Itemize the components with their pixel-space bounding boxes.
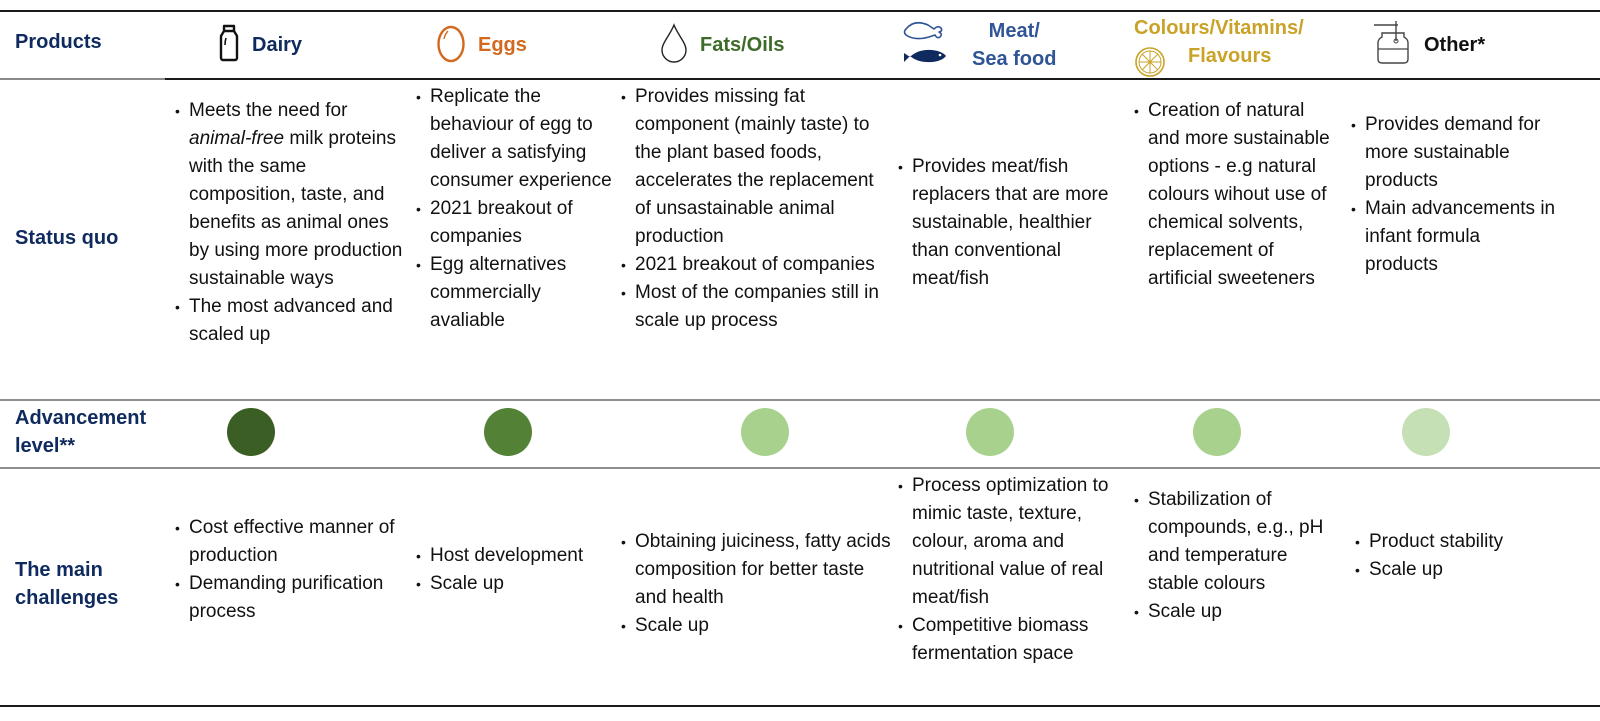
- column-title-fats-oils: Fats/Oils: [700, 34, 785, 56]
- column-header-fats-oils: Fats/Oils: [660, 12, 784, 78]
- challenges-eggs-item: Host development: [416, 542, 606, 570]
- challenges-meat-item: Competitive biomass fermentation space: [898, 612, 1123, 668]
- column-title-dairy: Dairy: [252, 34, 303, 56]
- column-title-meat-seafood: Meat/ Sea food: [972, 20, 1057, 70]
- advancement-challenges-divider: [0, 467, 1600, 469]
- advancement-row-label: Advancement level**: [15, 407, 147, 457]
- bottom-rule: [0, 705, 1600, 707]
- honey-jar-icon: [1372, 19, 1412, 72]
- column-header-other: Other*: [1372, 12, 1485, 78]
- challenges-row-label: The main challenges: [15, 559, 119, 609]
- drumstick-fish-icon: [902, 17, 954, 74]
- challenges-fats-item: Obtaining juiciness, fatty acids composi…: [621, 528, 891, 612]
- status-quo-other-item: Main advancements in infant formula prod…: [1351, 195, 1556, 279]
- status-quo-other-item: Provides demand for more sustainable pro…: [1351, 111, 1556, 195]
- status-quo-fats-item: Most of the companies still in scale up …: [621, 279, 886, 335]
- status-quo-other: Provides demand for more sustainable pro…: [1351, 111, 1556, 279]
- challenges-fats-item: Scale up: [621, 612, 891, 640]
- column-title-colours-line2: Flavours: [1188, 45, 1272, 67]
- status-quo-row-label: Status quo: [15, 227, 119, 249]
- status-quo-meat-seafood: Provides meat/fish replacers that are mo…: [898, 153, 1118, 293]
- citrus-slice-icon: [1134, 46, 1166, 83]
- status-quo-eggs-item: Egg alternatives commercially avaliable: [416, 251, 616, 335]
- advancement-dot-other: [1402, 408, 1450, 456]
- challenges-other: Product stability Scale up: [1355, 528, 1565, 584]
- column-header-meat-seafood: Meat/ Sea food: [902, 12, 1056, 78]
- status-quo-eggs: Replicate the behaviour of egg to delive…: [416, 83, 616, 335]
- advancement-dot-eggs: [484, 408, 532, 456]
- challenges-dairy-item: Cost effective manner of production: [175, 514, 395, 570]
- column-title-colours-line1: Colours/Vitamins/: [1134, 17, 1304, 39]
- milk-bottle-icon: [218, 24, 240, 67]
- challenges-colours-item: Stabilization of compounds, e.g., pH and…: [1134, 486, 1334, 598]
- challenges-fats-oils: Obtaining juiciness, fatty acids composi…: [621, 528, 891, 640]
- status-advancement-divider: [0, 399, 1600, 401]
- egg-icon: [436, 23, 466, 68]
- status-quo-fats-item: 2021 breakout of companies: [621, 251, 886, 279]
- challenges-other-item: Product stability: [1355, 528, 1565, 556]
- status-quo-eggs-item: 2021 breakout of companies: [416, 195, 616, 251]
- challenges-meat-seafood: Process optimization to mimic taste, tex…: [898, 472, 1123, 668]
- status-quo-dairy: Meets the need for animal-free milk prot…: [175, 97, 410, 349]
- status-quo-fats-item: Provides missing fat component (mainly t…: [621, 83, 886, 251]
- challenges-other-item: Scale up: [1355, 556, 1565, 584]
- products-row-label: Products: [15, 31, 102, 53]
- column-header-colours-vitamins-flavours: Colours/Vitamins/ Flavours: [1134, 12, 1334, 78]
- challenges-eggs: Host development Scale up: [416, 542, 606, 598]
- column-title-eggs: Eggs: [478, 34, 527, 56]
- status-quo-eggs-item: Replicate the behaviour of egg to delive…: [416, 83, 616, 195]
- status-quo-colours-item: Creation of natural and more sustainable…: [1134, 97, 1334, 293]
- advancement-dot-colours: [1193, 408, 1241, 456]
- challenges-colours-item: Scale up: [1134, 598, 1334, 626]
- advancement-dot-fats-oils: [741, 408, 789, 456]
- challenges-dairy-item: Demanding purification process: [175, 570, 395, 626]
- challenges-colours: Stabilization of compounds, e.g., pH and…: [1134, 486, 1334, 626]
- drop-icon: [660, 22, 688, 68]
- status-quo-meat-item: Provides meat/fish replacers that are mo…: [898, 153, 1118, 293]
- column-header-dairy: Dairy: [218, 12, 302, 78]
- top-rule: [0, 10, 1600, 12]
- header-rule-right: [165, 78, 1600, 80]
- status-quo-colours: Creation of natural and more sustainable…: [1134, 97, 1334, 293]
- challenges-eggs-item: Scale up: [416, 570, 606, 598]
- status-quo-dairy-item: Meets the need for animal-free milk prot…: [175, 97, 410, 293]
- advancement-dot-dairy: [227, 408, 275, 456]
- column-header-eggs: Eggs: [436, 12, 527, 78]
- challenges-dairy: Cost effective manner of production Dema…: [175, 514, 395, 626]
- challenges-meat-item: Process optimization to mimic taste, tex…: [898, 472, 1123, 612]
- column-title-other: Other*: [1424, 34, 1486, 56]
- advancement-dot-meat-seafood: [966, 408, 1014, 456]
- status-quo-fats-oils: Provides missing fat component (mainly t…: [621, 83, 886, 335]
- header-rule-left: [0, 78, 165, 80]
- status-quo-dairy-item: The most advanced and scaled up: [175, 293, 410, 349]
